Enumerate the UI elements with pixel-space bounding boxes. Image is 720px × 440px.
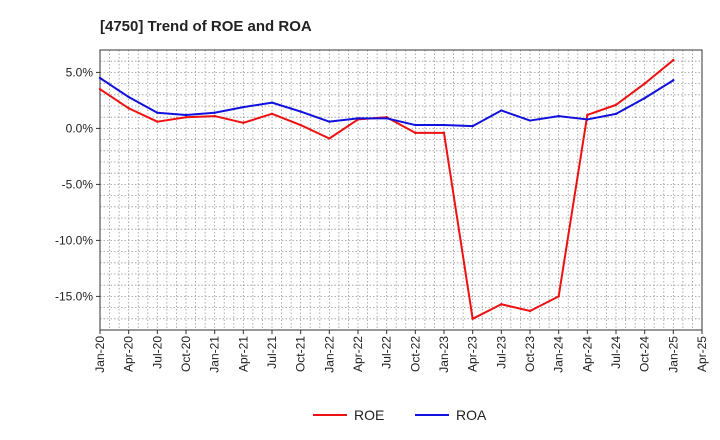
x-tick-label: Oct-20 (179, 336, 193, 372)
x-tick-label: Jan-23 (437, 336, 451, 373)
data-point-roe (242, 121, 245, 125)
data-point-roe (442, 131, 446, 135)
data-point-roa (270, 101, 274, 104)
data-point-roe (528, 309, 532, 313)
x-tick-label: Apr-22 (351, 336, 365, 372)
data-point-roa (127, 95, 130, 99)
data-point-roe (500, 303, 503, 306)
data-point-roe (586, 113, 589, 117)
data-point-roa (528, 119, 532, 122)
y-tick-label: -15.0% (55, 289, 93, 303)
legend: ROE ROA (313, 407, 487, 423)
x-tick-label: Jul-23 (494, 336, 508, 369)
plot-area (100, 50, 702, 330)
x-tick-label: Jan-20 (93, 336, 107, 373)
data-point-roe (643, 82, 646, 85)
x-tick-label: Apr-20 (122, 336, 136, 372)
x-tick-label: Apr-23 (466, 336, 480, 372)
grid-lines (99, 49, 703, 331)
data-point-roa (184, 113, 188, 117)
data-point-roe (328, 137, 331, 140)
data-point-roa (213, 111, 216, 114)
x-tick-label: Jul-21 (265, 336, 279, 369)
data-point-roe (184, 116, 188, 119)
x-tick-label: Jan-22 (322, 336, 336, 373)
data-point-roa (385, 117, 388, 120)
data-point-roa (98, 76, 102, 80)
x-tick-label: Oct-21 (294, 336, 308, 372)
data-point-roa (328, 120, 331, 123)
data-point-roe (614, 103, 618, 107)
data-point-roe (98, 88, 102, 91)
x-tick-label: Apr-24 (580, 336, 594, 372)
data-point-roa (442, 123, 446, 127)
data-point-roe (414, 131, 417, 135)
x-tick-label: Apr-21 (236, 336, 250, 372)
data-point-roa (414, 123, 417, 127)
x-tick-label: Jan-21 (208, 336, 222, 373)
data-point-roe (270, 112, 274, 116)
x-tick-label: Jul-22 (380, 336, 394, 369)
data-point-roa (614, 112, 618, 116)
data-point-roa (356, 117, 360, 120)
data-point-roa (156, 111, 159, 114)
x-tick-label: Jan-24 (552, 336, 566, 373)
x-tick-label: Oct-22 (408, 336, 422, 372)
data-point-roa (299, 110, 302, 113)
data-point-roa (471, 124, 474, 128)
data-point-roe (672, 58, 675, 62)
legend-label-roe: ROE (354, 407, 384, 423)
data-point-roe (127, 107, 130, 110)
y-tick-label: -5.0% (62, 177, 94, 191)
data-point-roa (242, 105, 245, 109)
x-tick-label: Jan-25 (666, 336, 680, 373)
data-point-roe (557, 295, 560, 298)
data-point-roe (156, 120, 159, 123)
data-point-roe (213, 114, 216, 118)
y-tick-label: 5.0% (66, 65, 94, 79)
x-tick-label: Jul-24 (609, 336, 623, 369)
axes: 5.0% 0.0% -5.0% -10.0% -15.0% Jan-20 Apr-20 Jul… (55, 49, 709, 373)
data-point-roa (586, 118, 589, 121)
data-point-roa (672, 79, 675, 82)
x-tick-label: Jul-20 (150, 336, 164, 369)
chart-title: [4750] Trend of ROE and ROA (100, 18, 312, 35)
y-tick-label: 0.0% (66, 121, 94, 135)
data-point-roa (557, 114, 560, 118)
data-point-roe (471, 317, 474, 320)
x-tick-label: Oct-23 (523, 336, 537, 372)
legend-label-roa: ROA (456, 407, 487, 423)
series-layer (98, 58, 675, 320)
data-point-roa (500, 109, 503, 112)
data-point-roe (299, 123, 302, 127)
data-point-roa (643, 96, 646, 100)
y-tick-label: -10.0% (55, 233, 93, 247)
x-tick-label: Apr-25 (695, 336, 709, 372)
plot-frame (99, 49, 703, 331)
x-tick-label: Oct-24 (638, 336, 652, 372)
